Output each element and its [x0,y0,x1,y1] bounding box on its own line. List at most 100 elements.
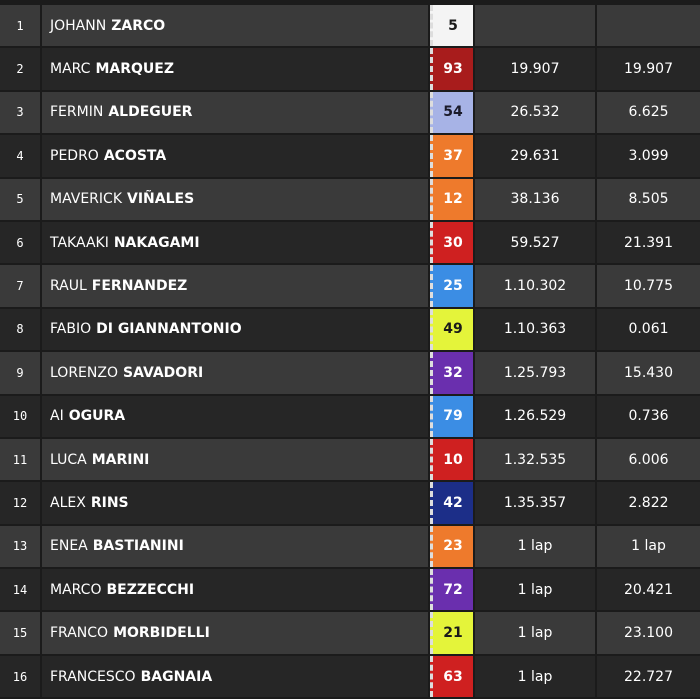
rider-name: TAKAAKI NAKAGAMI [42,221,428,264]
gap: 19.907 [475,48,595,90]
position: 3 [0,91,40,134]
bike-number: 72 [430,569,473,611]
interval: 19.907 [597,48,700,90]
result-row: 13 ENEA BASTIANINI 23 1 lap 1 lap [0,525,700,568]
bike-number: 42 [430,482,473,524]
first-name: MARCO [50,581,102,598]
interval: 20.421 [597,569,700,611]
last-name: MARQUEZ [95,61,174,78]
interval: 21.391 [597,221,700,264]
last-name: ZARCO [111,17,166,34]
interval: 2.822 [597,482,700,524]
first-name: FRANCESCO [50,668,136,685]
interval: 6.625 [597,91,700,134]
gap: 1.25.793 [475,352,595,394]
gap [475,5,595,47]
position: 9 [0,352,40,394]
bike-number: 32 [430,352,473,394]
interval: 15.430 [597,352,700,394]
position: 5 [0,178,40,220]
bike-number: 21 [430,612,473,654]
bike-number: 49 [430,308,473,351]
interval: 23.100 [597,612,700,654]
first-name: AI [50,408,64,425]
rider-name: RAUL FERNANDEZ [42,265,428,307]
gap: 38.136 [475,178,595,220]
gap: 1 lap [475,525,595,568]
bike-number: 5 [430,5,473,47]
interval: 10.775 [597,265,700,307]
result-row: 14 MARCO BEZZECCHI 72 1 lap 20.421 [0,569,700,611]
gap: 1 lap [475,612,595,654]
result-row: 7 RAUL FERNANDEZ 25 1.10.302 10.775 [0,265,700,307]
position: 8 [0,308,40,351]
last-name: VIÑALES [127,191,195,208]
last-name: BAGNAIA [140,668,213,685]
position: 13 [0,525,40,568]
first-name: FRANCO [50,625,109,642]
last-name: DI GIANNANTONIO [96,321,242,338]
bike-number: 79 [430,395,473,437]
gap: 1 lap [475,655,595,698]
rider-name: LUCA MARINI [42,438,428,481]
interval: 1 lap [597,525,700,568]
rider-name: ALEX RINS [42,482,428,524]
gap: 29.631 [475,135,595,177]
interval: 0.736 [597,395,700,437]
bike-number: 37 [430,135,473,177]
bike-number: 12 [430,178,473,220]
result-row: 8 FABIO DI GIANNANTONIO 49 1.10.363 0.061 [0,308,700,351]
rider-name: LORENZO SAVADORI [42,352,428,394]
result-row: 2 MARC MARQUEZ 93 19.907 19.907 [0,48,700,90]
gap: 1.32.535 [475,438,595,481]
result-row: 3 FERMIN ALDEGUER 54 26.532 6.625 [0,91,700,134]
interval: 3.099 [597,135,700,177]
interval: 22.727 [597,655,700,698]
position: 15 [0,612,40,654]
first-name: ENEA [50,538,88,555]
result-row: 10 AI OGURA 79 1.26.529 0.736 [0,395,700,437]
gap: 26.532 [475,91,595,134]
rider-name: PEDRO ACOSTA [42,135,428,177]
position: 1 [0,5,40,47]
last-name: BEZZECCHI [106,581,195,598]
last-name: BASTIANINI [92,538,184,555]
first-name: RAUL [50,278,87,295]
interval: 8.505 [597,178,700,220]
position: 6 [0,221,40,264]
first-name: ALEX [50,494,86,511]
bike-number: 63 [430,655,473,698]
result-row: 12 ALEX RINS 42 1.35.357 2.822 [0,482,700,524]
last-name: FERNANDEZ [91,278,188,295]
result-row: 15 FRANCO MORBIDELLI 21 1 lap 23.100 [0,612,700,654]
last-name: ACOSTA [103,147,167,164]
interval: 0.061 [597,308,700,351]
position: 16 [0,655,40,698]
first-name: MAVERICK [50,191,122,208]
result-row: 6 TAKAAKI NAKAGAMI 30 59.527 21.391 [0,221,700,264]
gap: 1.35.357 [475,482,595,524]
rider-name: FRANCESCO BAGNAIA [42,655,428,698]
first-name: TAKAAKI [50,234,109,251]
bike-number: 23 [430,525,473,568]
position: 7 [0,265,40,307]
first-name: FABIO [50,321,92,338]
position: 12 [0,482,40,524]
gap: 1.10.363 [475,308,595,351]
interval: 6.006 [597,438,700,481]
position: 11 [0,438,40,481]
position: 14 [0,569,40,611]
bike-number: 10 [430,438,473,481]
result-row: 9 LORENZO SAVADORI 32 1.25.793 15.430 [0,352,700,394]
gap: 1.10.302 [475,265,595,307]
last-name: ALDEGUER [108,104,193,121]
bike-number: 30 [430,221,473,264]
bike-number: 93 [430,48,473,90]
last-name: SAVADORI [122,364,204,381]
rider-name: MARC MARQUEZ [42,48,428,90]
rider-name: JOHANN ZARCO [42,5,428,47]
bike-number: 25 [430,265,473,307]
results-table: 1 JOHANN ZARCO 5 2 MARC MARQUEZ 93 19.907 19.907 3… [0,5,700,699]
last-name: NAKAGAMI [113,234,200,251]
